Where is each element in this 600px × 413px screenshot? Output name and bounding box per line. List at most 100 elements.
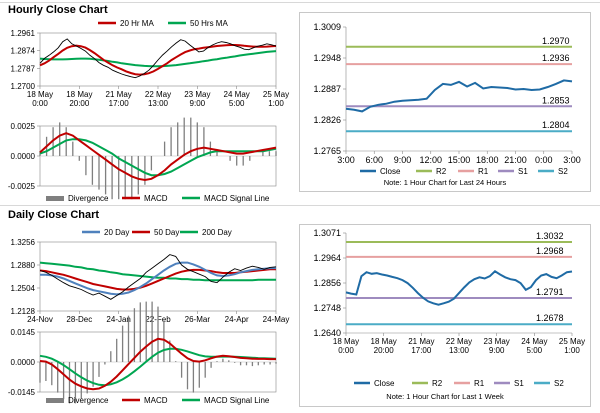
hourly_pivots-close-line bbox=[345, 79, 573, 113]
daily_pivots-xtick-label: 21 May bbox=[408, 337, 434, 346]
hourly_price-xtick-label: 1:00 bbox=[268, 99, 284, 108]
hourly_macd-legend-2-label: MACD Signal Line bbox=[204, 194, 270, 203]
hourly_pivots-xtick-label: 6:00 bbox=[365, 155, 383, 165]
hourly_price-ytick-label: 1.2787 bbox=[11, 64, 36, 73]
hourly_macd-ytick-label: -0.0025 bbox=[8, 182, 36, 191]
hourly-pivot-panel bbox=[299, 12, 591, 192]
section-middle-divider bbox=[0, 205, 600, 206]
daily_pivots-xtick-label: 23 May bbox=[484, 337, 510, 346]
hourly_pivots-ytick-label: 1.3009 bbox=[313, 22, 341, 32]
daily_pivots-level-r1-label: 1.2968 bbox=[536, 246, 564, 256]
hourly_price-ma20-line bbox=[39, 44, 277, 76]
daily_pivots-legend-3-label: S1 bbox=[514, 379, 524, 388]
daily_price-xtick-label: 28-Dec bbox=[66, 315, 92, 324]
daily_price-legend-1-label: 50 Day bbox=[154, 228, 179, 237]
hourly_pivots-level-r2-label: 1.2970 bbox=[542, 36, 570, 46]
hourly_pivots-xtick-label: 21:00 bbox=[504, 155, 527, 165]
daily-section-title: Daily Close Chart bbox=[8, 209, 100, 221]
hourly_price-xtick-label: 20:00 bbox=[69, 99, 90, 108]
hourly_pivots-xtick-label: 15:00 bbox=[448, 155, 471, 165]
daily_price-ytick-label: 1.2880 bbox=[11, 261, 36, 270]
daily_macd-legend-2-label: MACD Signal Line bbox=[204, 396, 270, 405]
hourly_macd-legend-0-label: Divergence bbox=[68, 194, 109, 203]
hourly_price-xtick-label: 13:00 bbox=[148, 99, 169, 108]
hourly_price-ytick-label: 1.2961 bbox=[11, 29, 36, 38]
hourly_price-xtick-label: 18 May bbox=[27, 90, 53, 99]
daily_macd-legend-0-label: Divergence bbox=[68, 396, 109, 405]
daily_pivots-xtick-label: 22 May bbox=[446, 337, 472, 346]
hourly_price-xtick-label: 0:00 bbox=[32, 99, 48, 108]
daily_price-legend-0-label: 20 Day bbox=[104, 228, 129, 237]
daily_price-xtick-label: 24-May bbox=[263, 315, 290, 324]
hourly_pivots-ytick-label: 1.2887 bbox=[313, 84, 341, 94]
daily_pivots-xtick-label: 18 May bbox=[371, 337, 397, 346]
daily_pivots-note: Note: 1 Hour Chart for Last 1 Week bbox=[386, 392, 504, 401]
hourly_pivots-xtick-label: 18:00 bbox=[476, 155, 499, 165]
daily_pivots-level-s1-label: 1.2791 bbox=[536, 287, 564, 297]
daily_pivots-xtick-label: 18 May bbox=[333, 337, 359, 346]
daily_price-xtick-label: 26-Mar bbox=[185, 315, 211, 324]
hourly_pivots-xtick-label: 12:00 bbox=[419, 155, 442, 165]
hourly_pivots-ytick-label: 1.2765 bbox=[313, 146, 341, 156]
daily_price-xtick-label: 24-Apr bbox=[225, 315, 249, 324]
hourly_pivots-legend-2-label: R1 bbox=[478, 167, 489, 176]
daily_pivots-xtick-label: 25 May bbox=[559, 337, 585, 346]
daily_macd-ytick-label: 0.0000 bbox=[11, 358, 36, 367]
hourly_price-xtick-label: 25 May bbox=[263, 90, 289, 99]
daily_pivots-legend-2-label: R1 bbox=[474, 379, 485, 388]
hourly_macd-macd-line bbox=[39, 132, 277, 182]
hourly_price-xtick-label: 17:00 bbox=[109, 99, 130, 108]
daily_pivots-level-r2-label: 1.3032 bbox=[536, 231, 564, 241]
daily_pivots-legend-1-label: R2 bbox=[432, 379, 443, 388]
hourly_price-xtick-label: 23 May bbox=[184, 90, 210, 99]
daily_price-xtick-label: 24-Jan bbox=[106, 315, 130, 324]
daily_price-legend-2-label: 200 Day bbox=[202, 228, 232, 237]
hourly_pivots-level-r1-label: 1.2936 bbox=[542, 53, 570, 63]
hourly_pivots-level-s2-label: 1.2804 bbox=[542, 120, 570, 130]
daily_pivots-ytick-label: 1.2640 bbox=[313, 328, 341, 338]
hourly_macd-signal-line bbox=[39, 138, 277, 177]
daily_price-ytick-label: 1.2504 bbox=[11, 284, 36, 293]
daily_pivots-xtick-label: 0:00 bbox=[338, 346, 354, 355]
daily_pivots-xtick-label: 5:00 bbox=[527, 346, 543, 355]
hourly_price-legend-1-label: 50 Hrs MA bbox=[190, 19, 228, 28]
daily_macd-legend-1-label: MACD bbox=[144, 396, 168, 405]
daily_macd-ytick-label: -0.0145 bbox=[8, 388, 36, 397]
daily_pivots-xtick-label: 1:00 bbox=[564, 346, 580, 355]
daily_pivots-legend-0-label: Close bbox=[374, 379, 395, 388]
daily_price-ma200-line bbox=[39, 261, 276, 282]
hourly_price-legend-0-label: 20 Hr MA bbox=[120, 19, 154, 28]
hourly_pivots-legend-3-label: S1 bbox=[518, 167, 528, 176]
daily_price-ytick-label: 1.2128 bbox=[11, 307, 36, 316]
daily_pivots-ytick-label: 1.3071 bbox=[313, 228, 341, 238]
section-top-divider bbox=[0, 2, 600, 3]
daily_pivots-xtick-label: 20:00 bbox=[374, 346, 395, 355]
daily_pivots-xtick-label: 24 May bbox=[521, 337, 547, 346]
hourly_price-xtick-label: 22 May bbox=[145, 90, 171, 99]
daily_pivots-ytick-label: 1.2856 bbox=[313, 278, 341, 288]
hourly_price-xtick-label: 18 May bbox=[66, 90, 92, 99]
hourly_pivots-xtick-label: 9:00 bbox=[394, 155, 412, 165]
daily_pivots-xtick-label: 13:00 bbox=[449, 346, 470, 355]
daily_price-xtick-label: 24-Nov bbox=[27, 315, 53, 324]
hourly_pivots-note: Note: 1 Hour Chart for Last 24 Hours bbox=[384, 178, 507, 187]
daily_pivots-legend-4-label: S2 bbox=[554, 379, 564, 388]
hourly_macd-ytick-label: 0.0025 bbox=[11, 122, 36, 131]
daily_price-ytick-label: 1.3256 bbox=[11, 238, 36, 247]
daily_macd-legend-0-swatch bbox=[46, 398, 64, 403]
hourly_pivots-legend-1-label: R2 bbox=[436, 167, 447, 176]
daily_macd-macd-line bbox=[39, 337, 276, 391]
daily_price-ma20-line bbox=[40, 261, 276, 296]
hourly_macd-legend-0-swatch bbox=[46, 196, 64, 201]
daily_pivots-ytick-label: 1.2964 bbox=[313, 253, 341, 263]
hourly_price-xtick-label: 21 May bbox=[106, 90, 132, 99]
hourly_pivots-ytick-label: 1.2826 bbox=[313, 115, 341, 125]
daily_macd-ytick-label: 0.0145 bbox=[11, 328, 36, 337]
hourly_macd-ytick-label: 0.0000 bbox=[11, 152, 36, 161]
hourly_price-xtick-label: 24 May bbox=[224, 90, 250, 99]
daily_price-close-line bbox=[39, 254, 277, 300]
